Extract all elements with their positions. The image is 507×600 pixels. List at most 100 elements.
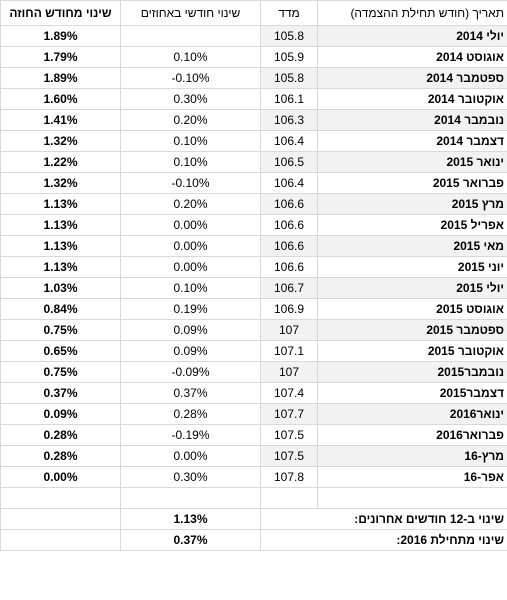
cell-index[interactable]: 106.3 (260, 109, 318, 131)
cell-date[interactable]: דצמבר2015 (317, 382, 507, 404)
cell-index[interactable]: 106.4 (260, 172, 318, 194)
cell-monthly-change[interactable]: 0.00% (120, 214, 261, 236)
cell-index[interactable]: 107.7 (260, 403, 318, 425)
cell-date[interactable]: נובמבר 2014 (317, 109, 507, 131)
header-pct-change[interactable]: שינוי מחודש החוזה (0, 0, 121, 26)
cell-pct-change[interactable]: 0.09% (0, 403, 121, 425)
cell-index[interactable]: 106.6 (260, 214, 318, 236)
cell-monthly-change[interactable]: 0.00% (120, 235, 261, 257)
cell-monthly-change[interactable]: 0.00% (120, 445, 261, 467)
cell-date[interactable]: ספטמבר 2015 (317, 319, 507, 341)
cell-monthly-change[interactable]: 0.00% (120, 256, 261, 278)
cell-index[interactable]: 107.8 (260, 466, 318, 488)
cell-date[interactable]: אוקטובר 2014 (317, 88, 507, 110)
cell-pct-change[interactable]: 1.22% (0, 151, 121, 173)
cell-date[interactable]: יולי 2015 (317, 277, 507, 299)
cell-index[interactable]: 107 (260, 361, 318, 383)
empty-cell[interactable] (0, 529, 121, 551)
empty-cell[interactable] (120, 487, 261, 509)
empty-cell[interactable] (0, 508, 121, 530)
cell-monthly-change[interactable]: 0.19% (120, 298, 261, 320)
cell-index[interactable]: 106.4 (260, 130, 318, 152)
cell-index[interactable]: 106.6 (260, 235, 318, 257)
cell-monthly-change[interactable]: 0.10% (120, 130, 261, 152)
cell-index[interactable]: 105.8 (260, 67, 318, 89)
empty-cell[interactable] (260, 487, 318, 509)
cell-monthly-change[interactable]: -0.09% (120, 361, 261, 383)
cell-index[interactable]: 105.8 (260, 25, 318, 47)
summary-label[interactable]: שינוי ב-12 חודשים אחרונים: (260, 508, 507, 530)
cell-date[interactable]: דצמבר 2014 (317, 130, 507, 152)
cell-pct-change[interactable]: 1.13% (0, 214, 121, 236)
cell-pct-change[interactable]: 0.75% (0, 319, 121, 341)
header-date[interactable]: תאריך (חודש תחילת ההצמדה) (317, 0, 507, 26)
cell-date[interactable]: אוגוסט 2015 (317, 298, 507, 320)
cell-index[interactable]: 107.1 (260, 340, 318, 362)
cell-date[interactable]: יוני 2015 (317, 256, 507, 278)
cell-pct-change[interactable]: 1.60% (0, 88, 121, 110)
empty-cell[interactable] (0, 487, 121, 509)
cell-date[interactable]: ינואר2016 (317, 403, 507, 425)
cell-date[interactable]: ינואר 2015 (317, 151, 507, 173)
empty-cell[interactable] (317, 487, 507, 509)
cell-date[interactable]: אוגוסט 2014 (317, 46, 507, 68)
cell-monthly-change[interactable]: 0.30% (120, 466, 261, 488)
cell-index[interactable]: 106.1 (260, 88, 318, 110)
cell-monthly-change[interactable] (120, 25, 261, 47)
cell-date[interactable]: ספטמבר 2014 (317, 67, 507, 89)
cell-date[interactable]: פברואר 2015 (317, 172, 507, 194)
cell-pct-change[interactable]: 0.37% (0, 382, 121, 404)
cell-pct-change[interactable]: 1.13% (0, 256, 121, 278)
cell-date[interactable]: מרץ-16 (317, 445, 507, 467)
cell-monthly-change[interactable]: 0.20% (120, 109, 261, 131)
cell-pct-change[interactable]: 0.75% (0, 361, 121, 383)
cell-pct-change[interactable]: 0.84% (0, 298, 121, 320)
cell-date[interactable]: נובמבר2015 (317, 361, 507, 383)
cell-pct-change[interactable]: 0.28% (0, 445, 121, 467)
cell-monthly-change[interactable]: 0.10% (120, 151, 261, 173)
summary-value[interactable]: 1.13% (120, 508, 261, 530)
cell-pct-change[interactable]: 1.32% (0, 172, 121, 194)
cell-date[interactable]: מרץ 2015 (317, 193, 507, 215)
cell-monthly-change[interactable]: 0.20% (120, 193, 261, 215)
cell-pct-change[interactable]: 1.89% (0, 25, 121, 47)
cell-index[interactable]: 106.9 (260, 298, 318, 320)
header-monthly-change[interactable]: שינוי חודשי באחוזים (120, 0, 261, 26)
cell-pct-change[interactable]: 1.41% (0, 109, 121, 131)
cell-monthly-change[interactable]: -0.10% (120, 172, 261, 194)
summary-value[interactable]: 0.37% (120, 529, 261, 551)
cell-pct-change[interactable]: 1.32% (0, 130, 121, 152)
cell-monthly-change[interactable]: 0.10% (120, 46, 261, 68)
cell-date[interactable]: פברואר2016 (317, 424, 507, 446)
cell-date[interactable]: אפריל 2015 (317, 214, 507, 236)
cell-date[interactable]: יולי 2014 (317, 25, 507, 47)
cell-monthly-change[interactable]: -0.10% (120, 67, 261, 89)
cell-monthly-change[interactable]: 0.10% (120, 277, 261, 299)
cell-date[interactable]: אוקטובר 2015 (317, 340, 507, 362)
cell-pct-change[interactable]: 0.28% (0, 424, 121, 446)
cell-monthly-change[interactable]: 0.09% (120, 319, 261, 341)
cell-index[interactable]: 107.4 (260, 382, 318, 404)
cell-monthly-change[interactable]: -0.19% (120, 424, 261, 446)
cell-date[interactable]: מאי 2015 (317, 235, 507, 257)
cell-monthly-change[interactable]: 0.28% (120, 403, 261, 425)
cell-date[interactable]: אפר-16 (317, 466, 507, 488)
cell-index[interactable]: 106.6 (260, 256, 318, 278)
summary-label[interactable]: שינוי מתחילת 2016: (260, 529, 507, 551)
cell-pct-change[interactable]: 1.89% (0, 67, 121, 89)
cell-pct-change[interactable]: 0.00% (0, 466, 121, 488)
cell-index[interactable]: 107 (260, 319, 318, 341)
cell-pct-change[interactable]: 1.03% (0, 277, 121, 299)
cell-monthly-change[interactable]: 0.09% (120, 340, 261, 362)
cell-index[interactable]: 106.6 (260, 193, 318, 215)
cell-pct-change[interactable]: 1.13% (0, 235, 121, 257)
header-index[interactable]: מדד (260, 0, 318, 26)
cell-monthly-change[interactable]: 0.37% (120, 382, 261, 404)
cell-index[interactable]: 105.9 (260, 46, 318, 68)
cell-index[interactable]: 106.5 (260, 151, 318, 173)
cell-index[interactable]: 106.7 (260, 277, 318, 299)
cell-pct-change[interactable]: 0.65% (0, 340, 121, 362)
cell-pct-change[interactable]: 1.13% (0, 193, 121, 215)
cell-index[interactable]: 107.5 (260, 424, 318, 446)
cell-pct-change[interactable]: 1.79% (0, 46, 121, 68)
